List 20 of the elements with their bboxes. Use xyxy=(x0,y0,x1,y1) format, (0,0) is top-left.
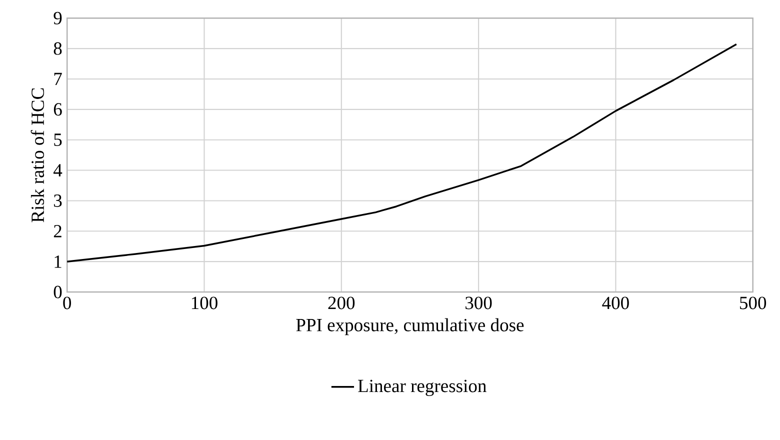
y-tick-label: 9 xyxy=(54,12,62,24)
x-tick-label: 100 xyxy=(192,296,218,310)
legend-label: Linear regression xyxy=(358,380,486,396)
y-tick-label: 4 xyxy=(53,164,62,176)
line-series xyxy=(67,43,738,262)
x-tick-label: 400 xyxy=(602,296,629,310)
x-axis-title: PPI exposure, cumulative dose xyxy=(296,318,524,336)
y-tick-label: 5 xyxy=(54,134,62,146)
y-tick-label: 0 xyxy=(54,286,62,298)
y-tick-label: 2 xyxy=(54,224,62,238)
y-tick-label: 7 xyxy=(54,72,62,85)
y-tick-label: 1 xyxy=(54,255,62,268)
x-tick-label: 0 xyxy=(63,296,72,310)
y-tick-label: 6 xyxy=(54,103,62,116)
x-tick-label: 300 xyxy=(466,296,492,310)
y-tick-label: 8 xyxy=(54,42,62,55)
x-tick-label: 500 xyxy=(740,296,766,310)
y-tick-label: 3 xyxy=(54,194,62,207)
y-axis-title: Risk ratio of HCC xyxy=(30,88,44,222)
x-tick-label: 200 xyxy=(328,296,355,310)
